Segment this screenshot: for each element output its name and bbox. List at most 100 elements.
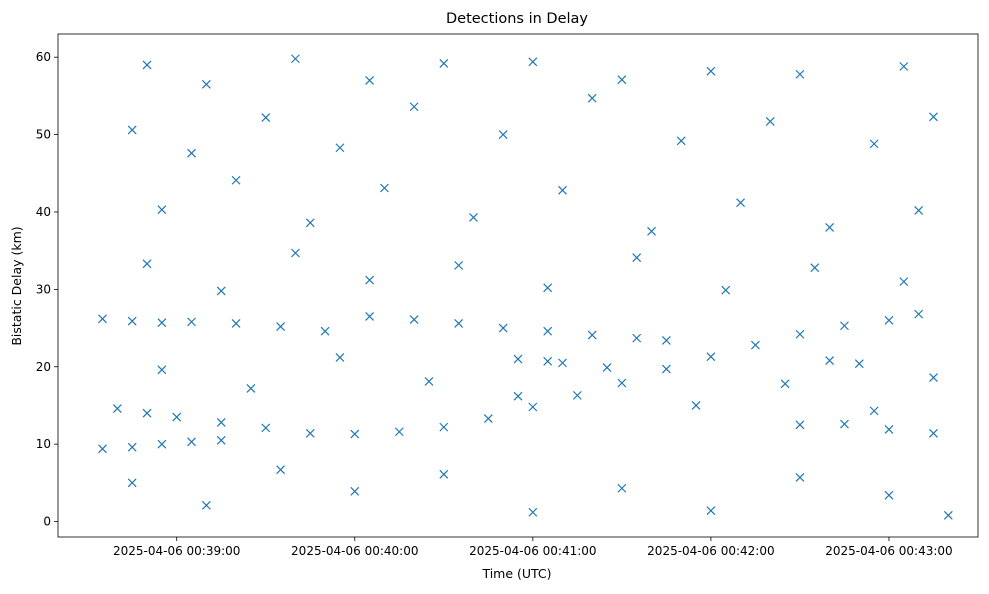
data-point xyxy=(424,377,434,386)
chart-title: Detections in Delay xyxy=(446,11,588,27)
data-point xyxy=(943,510,953,520)
data-point xyxy=(661,336,671,345)
y-tick-label: 20 xyxy=(36,360,51,374)
data-point xyxy=(929,112,938,122)
data-point xyxy=(380,183,389,193)
data-point xyxy=(543,326,553,336)
data-point xyxy=(142,60,152,70)
data-point xyxy=(320,326,330,336)
data-point xyxy=(127,125,137,135)
data-point xyxy=(201,500,211,510)
data-point xyxy=(231,175,241,185)
data-point xyxy=(558,358,567,368)
data-point xyxy=(409,102,419,112)
data-point xyxy=(543,283,553,293)
data-point xyxy=(157,439,167,449)
data-point xyxy=(721,285,731,295)
data-point xyxy=(187,317,196,327)
y-ticks: 0 10 20 30 40 50 60 xyxy=(36,50,58,529)
data-point xyxy=(810,263,820,273)
data-point xyxy=(647,226,656,236)
data-point xyxy=(157,365,167,375)
data-point xyxy=(528,507,538,517)
x-tick-label: 2025-04-06 00:43:00 xyxy=(825,544,952,558)
x-tick-label: 2025-04-06 00:39:00 xyxy=(113,544,240,558)
data-point xyxy=(305,218,315,228)
data-point xyxy=(587,93,597,103)
data-point xyxy=(840,321,849,331)
y-axis-label: Bistatic Delay (km) xyxy=(9,226,24,345)
data-point xyxy=(706,506,716,516)
data-point xyxy=(914,309,924,319)
data-point xyxy=(899,62,909,71)
data-point xyxy=(365,312,375,321)
data-point xyxy=(617,378,627,388)
data-point xyxy=(498,323,508,333)
data-point xyxy=(602,363,612,372)
data-point xyxy=(350,429,360,439)
data-point xyxy=(305,428,315,438)
data-point xyxy=(632,333,642,343)
data-point xyxy=(795,69,805,79)
data-point xyxy=(142,259,152,269)
data-point xyxy=(676,136,686,146)
data-point xyxy=(795,420,805,430)
data-point xyxy=(691,401,701,410)
data-point xyxy=(365,76,375,85)
data-point xyxy=(246,383,256,393)
data-point xyxy=(409,315,419,324)
data-point xyxy=(513,354,523,364)
data-point xyxy=(187,148,196,158)
data-point xyxy=(290,248,300,258)
data-point xyxy=(469,212,478,222)
data-point xyxy=(780,379,790,389)
data-point xyxy=(127,442,137,452)
data-point xyxy=(854,359,864,369)
data-point xyxy=(617,75,627,85)
data-point xyxy=(290,54,300,64)
data-point xyxy=(454,318,464,328)
data-point xyxy=(543,356,553,366)
y-tick-label: 10 xyxy=(36,437,51,451)
data-point xyxy=(335,143,345,153)
x-tick-label: 2025-04-06 00:42:00 xyxy=(647,544,774,558)
data-point xyxy=(750,340,760,350)
data-point xyxy=(157,205,167,215)
data-point xyxy=(112,404,122,413)
data-point xyxy=(261,113,271,122)
x-tick-label: 2025-04-06 00:41:00 xyxy=(469,544,596,558)
data-point xyxy=(172,412,182,422)
data-point xyxy=(350,486,360,496)
data-point xyxy=(795,472,805,482)
data-point xyxy=(187,437,196,447)
data-point xyxy=(98,314,107,324)
data-point xyxy=(869,139,879,149)
data-point xyxy=(216,435,226,445)
data-point xyxy=(825,223,835,232)
data-point xyxy=(276,465,286,475)
data-point xyxy=(528,57,538,67)
data-point xyxy=(528,402,538,412)
data-point xyxy=(884,315,894,325)
data-point xyxy=(825,356,835,365)
plot-area-frame xyxy=(57,33,979,538)
data-point xyxy=(365,275,375,285)
y-tick-label: 30 xyxy=(36,282,51,296)
data-point xyxy=(157,318,167,328)
data-point xyxy=(454,260,464,270)
data-point xyxy=(558,185,567,195)
data-point xyxy=(98,444,107,454)
data-point xyxy=(127,316,137,326)
data-point xyxy=(439,422,449,432)
data-point xyxy=(513,391,523,401)
data-point xyxy=(899,277,909,287)
data-point xyxy=(617,483,627,493)
data-point xyxy=(394,427,404,437)
data-point xyxy=(869,406,879,416)
data-point xyxy=(231,318,241,328)
data-point xyxy=(929,373,938,383)
data-point xyxy=(276,322,286,331)
y-tick-label: 0 xyxy=(43,515,51,529)
data-point xyxy=(929,428,938,438)
